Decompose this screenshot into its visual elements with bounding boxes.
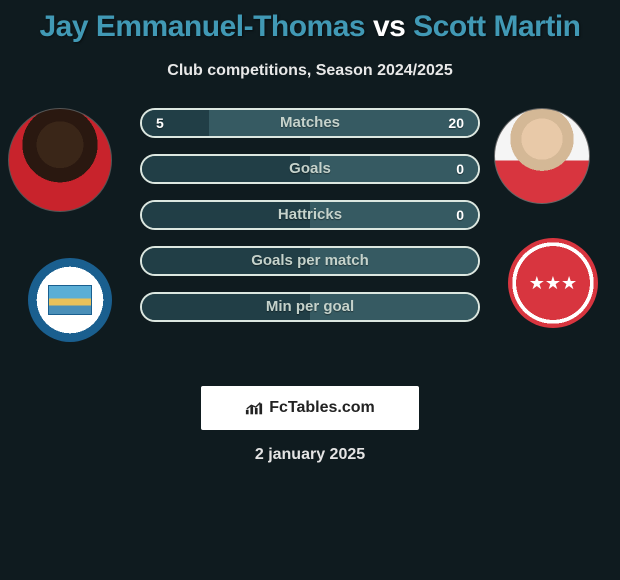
comparison-card: Jay Emmanuel-Thomas vs Scott Martin Club… <box>0 0 620 464</box>
page-title: Jay Emmanuel-Thomas vs Scott Martin <box>0 0 620 44</box>
stat-value-left: 5 <box>156 110 164 136</box>
stat-value-right: 20 <box>448 110 464 136</box>
chart-icon <box>245 400 263 416</box>
stat-label: Min per goal <box>142 294 478 320</box>
title-player1: Jay Emmanuel-Thomas <box>39 10 365 43</box>
stat-row: Min per goal <box>140 292 480 322</box>
subtitle: Club competitions, Season 2024/2025 <box>0 62 620 80</box>
stat-row: Matches5 20 <box>140 108 480 138</box>
title-player2: Scott Martin <box>413 10 580 43</box>
fctables-brand: FcTables.com <box>201 386 419 430</box>
stat-row: Hattricks0 <box>140 200 480 230</box>
player1-club-badge <box>28 258 112 342</box>
stat-rows: Matches520Goals0Hattricks0Goals per matc… <box>140 108 480 338</box>
chart-area: ★★★ Matches520Goals0Hattricks0Goals per … <box>0 108 620 368</box>
date-text: 2 january 2025 <box>0 446 620 464</box>
brand-text: FcTables.com <box>269 399 375 417</box>
stat-label: Goals per match <box>142 248 478 274</box>
stat-value-right: 0 <box>456 156 464 182</box>
player2-avatar <box>494 108 590 204</box>
stat-value-right: 0 <box>456 202 464 228</box>
stat-label: Matches <box>142 110 478 136</box>
stat-row: Goals0 <box>140 154 480 184</box>
player1-avatar <box>8 108 112 212</box>
stat-row: Goals per match <box>140 246 480 276</box>
player2-club-badge: ★★★ <box>508 238 598 328</box>
stat-label: Hattricks <box>142 202 478 228</box>
title-vs: vs <box>373 10 405 43</box>
stat-label: Goals <box>142 156 478 182</box>
